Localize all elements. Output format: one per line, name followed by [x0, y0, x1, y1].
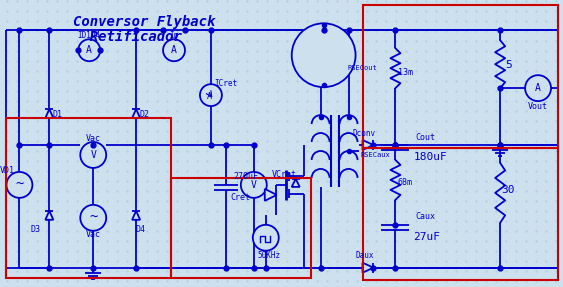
Text: 13m: 13m — [398, 68, 413, 77]
Text: Vac: Vac — [86, 230, 101, 239]
Bar — [171, 178, 311, 278]
Text: Cret: Cret — [231, 193, 251, 202]
Text: 270uF: 270uF — [233, 172, 258, 181]
Text: A: A — [207, 92, 212, 101]
Text: D4: D4 — [135, 225, 145, 234]
Bar — [363, 148, 558, 280]
Text: 68m: 68m — [398, 179, 413, 187]
Text: Caux: Caux — [415, 212, 435, 221]
Text: A: A — [535, 83, 541, 93]
Circle shape — [6, 172, 33, 198]
Text: D2: D2 — [139, 110, 149, 119]
Circle shape — [253, 225, 279, 251]
Polygon shape — [132, 109, 140, 118]
Text: Conversor Flyback: Conversor Flyback — [73, 15, 216, 29]
Circle shape — [163, 39, 185, 61]
Text: RSECout: RSECout — [348, 65, 377, 71]
Text: Ip: Ip — [169, 31, 178, 40]
Text: Vac: Vac — [86, 133, 101, 143]
Text: Dconv: Dconv — [353, 129, 376, 137]
Text: A: A — [171, 45, 177, 55]
Circle shape — [81, 205, 106, 231]
Text: Retificador: Retificador — [73, 30, 182, 44]
Text: ID1D4: ID1D4 — [78, 31, 101, 40]
Text: ~: ~ — [15, 178, 24, 192]
Polygon shape — [363, 263, 373, 273]
Text: 27uF: 27uF — [413, 232, 440, 242]
Polygon shape — [46, 109, 53, 118]
Circle shape — [200, 84, 222, 106]
Text: V: V — [90, 150, 96, 160]
Circle shape — [292, 23, 356, 87]
Text: Daux: Daux — [355, 251, 374, 260]
Text: VD1: VD1 — [0, 166, 15, 175]
Text: 5: 5 — [505, 60, 512, 70]
Polygon shape — [132, 211, 140, 220]
Text: 180uF: 180uF — [413, 152, 447, 162]
Circle shape — [81, 142, 106, 168]
Polygon shape — [265, 189, 277, 201]
Text: D1: D1 — [52, 110, 62, 119]
Text: Vout: Vout — [528, 102, 548, 110]
Text: A: A — [86, 45, 92, 55]
Polygon shape — [46, 211, 53, 220]
Text: D3: D3 — [30, 225, 41, 234]
Bar — [363, 5, 558, 148]
Text: V: V — [251, 180, 257, 190]
Circle shape — [78, 39, 100, 61]
Polygon shape — [292, 179, 300, 187]
Text: Cout: Cout — [415, 133, 435, 141]
Text: 30: 30 — [502, 185, 515, 195]
Polygon shape — [363, 140, 373, 150]
Text: ICret: ICret — [215, 79, 238, 88]
Text: ~: ~ — [89, 211, 97, 225]
Bar — [6, 118, 171, 278]
Circle shape — [241, 172, 267, 198]
Text: VCret: VCret — [272, 170, 297, 179]
Text: RSECaux: RSECaux — [361, 152, 391, 158]
Circle shape — [525, 75, 551, 101]
Text: 50KHz: 50KHz — [257, 251, 280, 260]
